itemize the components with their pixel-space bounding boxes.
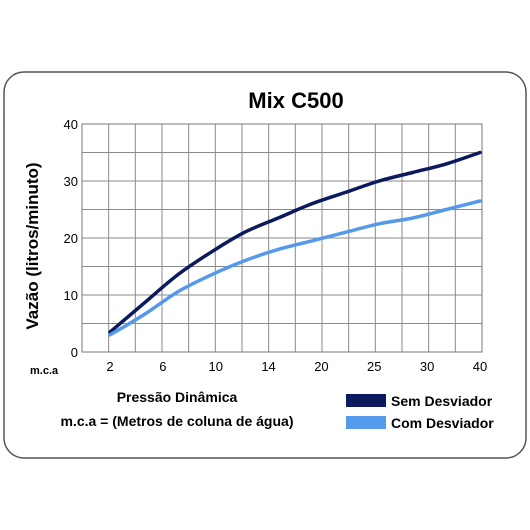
x-axis-unit: m.c.a <box>30 365 59 377</box>
plot-area: 0 10 20 30 40 2 6 10 14 20 25 30 40 <box>64 117 488 374</box>
x-tick-label: 40 <box>473 359 487 374</box>
series-line-com-desviador <box>108 199 482 337</box>
legend-label-com-desviador: Com Desviador <box>391 415 494 431</box>
x-tick-label: 25 <box>367 359 381 374</box>
plot-border <box>81 123 483 353</box>
x-tick-label: 2 <box>106 359 113 374</box>
legend-swatch-sem-desviador <box>346 394 386 407</box>
y-tick-labels: 0 10 20 30 40 <box>64 117 78 360</box>
y-tick-label: 40 <box>64 117 78 132</box>
x-axis-label: Pressão Dinâmica <box>117 389 238 405</box>
grid-lines <box>82 124 482 352</box>
x-tick-label: 14 <box>261 359 275 374</box>
y-axis-label: Vazão (litros/minuto) <box>23 162 42 329</box>
x-tick-label: 10 <box>208 359 222 374</box>
series-lines <box>108 150 482 337</box>
x-tick-label: 30 <box>420 359 434 374</box>
y-tick-label: 30 <box>64 174 78 189</box>
x-tick-label: 20 <box>314 359 328 374</box>
x-axis-label-note: m.c.a = (Metros de coluna de água) <box>60 413 293 429</box>
y-tick-label: 20 <box>64 231 78 246</box>
x-tick-label: 6 <box>159 359 166 374</box>
chart-title: Mix C500 <box>248 88 343 113</box>
legend: Sem Desviador Com Desviador <box>346 393 494 431</box>
legend-swatch-com-desviador <box>346 416 386 429</box>
x-tick-labels: 2 6 10 14 20 25 30 40 <box>106 359 487 374</box>
legend-label-sem-desviador: Sem Desviador <box>391 393 493 409</box>
y-tick-label: 0 <box>71 345 78 360</box>
series-line-sem-desviador <box>108 150 482 334</box>
y-tick-label: 10 <box>64 288 78 303</box>
